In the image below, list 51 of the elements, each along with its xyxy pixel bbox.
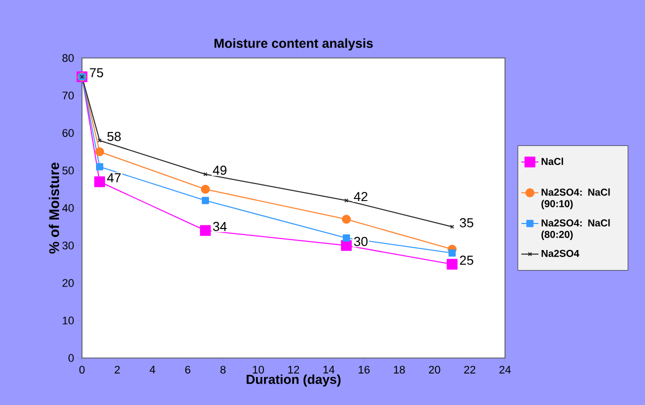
point [96, 163, 104, 170]
y-tick-label: 60 [62, 129, 74, 137]
x-axis-title: Duration (days) [246, 374, 341, 387]
y-tick-label: 0 [68, 354, 74, 362]
x-tick-label: 10 [252, 366, 264, 374]
point [200, 225, 211, 236]
data-label: 49 [212, 166, 226, 175]
y-tick-label: 80 [62, 54, 74, 62]
legend-label: Na2SO4: NaCl (90:10) [541, 188, 610, 210]
data-label: 34 [213, 222, 227, 232]
x-tick-label: 8 [220, 366, 226, 374]
y-axis-title: % of Moisture [48, 162, 60, 254]
x-tick-label: 20 [428, 366, 440, 374]
point [202, 196, 209, 204]
point [342, 214, 351, 224]
chart-title: Moisture content analysis [214, 38, 373, 50]
data-label: 30 [354, 236, 368, 246]
x-tick-label: 14 [323, 366, 335, 374]
data-label: 75 [90, 68, 104, 78]
x-tick-label: 0 [79, 366, 85, 374]
x-tick-label: 24 [499, 366, 511, 374]
y-tick-label: 40 [62, 204, 74, 212]
x-tick-label: 22 [464, 366, 476, 374]
point [95, 147, 104, 156]
point [448, 249, 456, 257]
legend-label: Na2SO4: NaCl (80:20) [541, 219, 610, 240]
y-tick-label: 70 [62, 92, 74, 100]
x-tick-label: 12 [288, 366, 300, 374]
point [200, 184, 210, 194]
point [344, 198, 348, 203]
y-tick-label: 30 [62, 242, 74, 250]
x-tick-label: 2 [114, 366, 120, 374]
legend-label: NaCl [542, 158, 564, 165]
data-label: 42 [354, 192, 368, 202]
y-tick-label: 50 [62, 166, 74, 174]
point [446, 258, 458, 270]
data-label: 35 [460, 218, 474, 228]
legend-label: Na2SO4 [542, 250, 580, 257]
x-tick-label: 18 [394, 366, 405, 374]
y-tick-label: 10 [62, 316, 74, 324]
x-tick-label: 16 [358, 366, 370, 374]
data-label: 25 [460, 256, 474, 265]
point [342, 234, 350, 242]
x-tick-label: 6 [185, 366, 190, 374]
point [340, 240, 352, 251]
data-label: 58 [107, 132, 121, 142]
point [94, 176, 106, 188]
x-tick-label: 4 [150, 366, 156, 374]
data-label: 47 [107, 173, 121, 182]
point [98, 138, 102, 143]
y-tick-label: 20 [62, 279, 74, 287]
